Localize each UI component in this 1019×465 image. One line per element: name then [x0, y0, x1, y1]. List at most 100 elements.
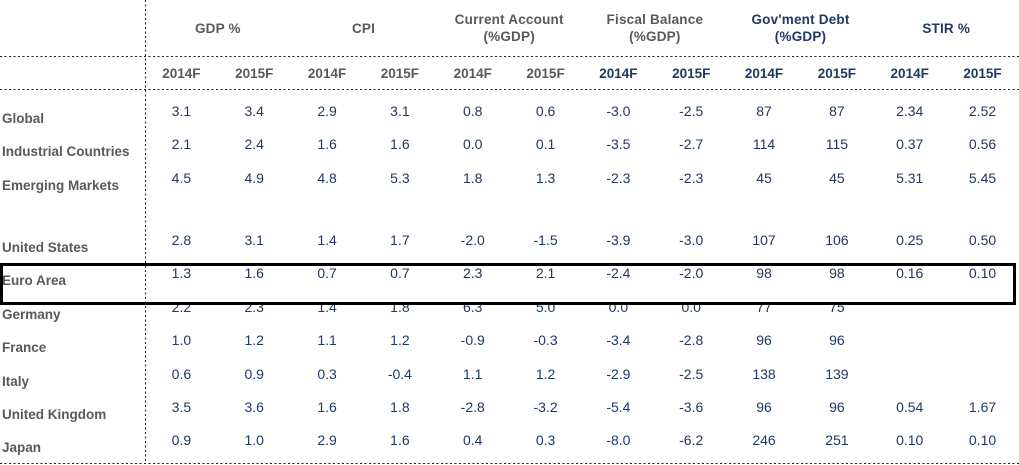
table-cell: 2.9 — [317, 103, 337, 119]
table-cell: 4.9 — [244, 169, 264, 186]
year-header-3-2015f: 2015F — [380, 65, 420, 81]
corner-cell — [0, 0, 145, 56]
table-cell: 87 — [756, 103, 772, 119]
table-cell: 1.2 — [390, 332, 410, 349]
table-cell — [509, 190, 582, 219]
spacer-row — [0, 190, 1019, 219]
table-cell: 3.1 — [390, 103, 410, 119]
row-label: United Kingdom — [2, 406, 107, 422]
table-cell: 5.45 — [968, 169, 997, 186]
table-cell: 1.4 — [317, 298, 337, 315]
table-cell: 0.4 — [462, 432, 483, 449]
table-cell — [800, 190, 873, 219]
table-row-germany: Germany 2.2 2.3 1.4 1.8 6.3 5.0 0.0 0.0 77 75 — [0, 286, 1019, 322]
table-cell: 1.0 — [171, 332, 192, 349]
table-cell: 1.8 — [390, 398, 410, 415]
header-line: Fiscal Balance — [606, 12, 704, 27]
table-cell: 2.3 — [462, 265, 483, 282]
table-cell: -3.6 — [679, 398, 704, 415]
header-line: GDP % — [194, 20, 241, 36]
table-cell: 0.7 — [390, 265, 410, 282]
table-row-italy: Italy 0.6 0.9 0.3 -0.4 1.1 1.2 -2.9 -2.5 138 139 — [0, 353, 1019, 389]
column-group-header-cpi: CPI — [291, 0, 437, 56]
header-line: (%GDP) — [774, 29, 827, 44]
table-cell: 1.6 — [390, 136, 410, 153]
table-cell: 106 — [825, 231, 849, 248]
table-cell: 3.4 — [244, 103, 264, 119]
row-label: Japan — [2, 440, 42, 456]
header-line: Current Account — [454, 12, 564, 27]
table-cell: 1.3 — [171, 265, 192, 282]
table-cell: 0.25 — [896, 231, 924, 248]
table-cell: -2.3 — [679, 169, 704, 186]
table-cell — [363, 190, 436, 219]
table-cell: 1.1 — [462, 365, 483, 382]
table-cell: 0.16 — [896, 265, 924, 282]
table-cell: 1.0 — [244, 432, 264, 449]
table-cell: 0.0 — [608, 298, 629, 315]
table-cell: 96 — [756, 398, 772, 415]
corner-cell-years — [0, 57, 145, 89]
table-cell: 2.2 — [171, 298, 192, 315]
table-cell: 3.5 — [171, 398, 192, 415]
table-row-emerging-markets: Emerging Markets 4.5 4.9 4.8 5.3 1.8 1.3 -2.3 -2… — [0, 157, 1019, 193]
table-cell: 87 — [829, 103, 845, 119]
table-cell — [873, 190, 946, 219]
column-group-header-gdp: GDP % — [145, 0, 291, 56]
table-cell — [218, 190, 291, 219]
column-group-header-current-account: Current Account (%GDP) — [436, 0, 582, 56]
table-cell — [946, 319, 1019, 352]
header-line: (%GDP) — [629, 29, 681, 44]
table-cell: 0.8 — [462, 103, 483, 119]
table-cell: 4.5 — [171, 169, 192, 186]
year-header-11-2015f: 2015F — [963, 65, 1002, 81]
table-cell: 0.3 — [317, 365, 337, 382]
table-cell: 0.54 — [896, 398, 924, 415]
table-cell: 0.1 — [535, 136, 556, 153]
year-header-0-2014f: 2014F — [162, 65, 201, 81]
header-line: CPI — [351, 20, 376, 36]
row-label — [0, 190, 145, 219]
table-cell: -0.4 — [387, 365, 412, 382]
table-cell: 2.34 — [896, 103, 924, 119]
table-cell: 3.1 — [171, 103, 192, 119]
table-cell: 0.50 — [968, 231, 997, 248]
table-cell: -2.0 — [679, 265, 704, 282]
table-cell — [582, 190, 655, 219]
year-header-5-2015f: 2015F — [526, 65, 565, 81]
table-cell: 96 — [756, 332, 772, 349]
table-cell: 1.2 — [244, 332, 264, 349]
table-cell: 1.6 — [317, 136, 337, 153]
table-cell: 2.52 — [968, 103, 997, 119]
table-cell — [946, 353, 1019, 386]
table-cell: 4.8 — [317, 169, 337, 186]
row-label: United States — [2, 239, 89, 255]
table-cell: 115 — [825, 136, 849, 153]
table-cell: -2.8 — [679, 332, 704, 349]
table-cell: 0.56 — [968, 136, 997, 153]
table-cell: 77 — [756, 298, 772, 315]
table-cell: 1.7 — [390, 231, 410, 248]
table-cell: -3.4 — [606, 332, 631, 349]
table-cell: 0.37 — [896, 136, 924, 153]
table-cell — [946, 190, 1019, 219]
table-cell: 1.6 — [390, 432, 410, 449]
table-cell — [873, 286, 946, 319]
table-cell: 139 — [825, 365, 849, 382]
table-cell: 96 — [829, 332, 845, 349]
table-cell: 0.10 — [968, 265, 997, 282]
table-cell: 5.31 — [896, 169, 924, 186]
table-body: Global 3.1 3.4 2.9 3.1 0.8 0.6 -3.0 -2.5 87 87 2.34… — [0, 90, 1019, 456]
table-cell: 5.0 — [535, 298, 556, 315]
year-header-9-2015f: 2015F — [817, 65, 856, 81]
year-header-2-2014f: 2014F — [307, 65, 347, 81]
table-cell — [873, 319, 946, 352]
header-divider-bottom — [0, 89, 1019, 90]
header-line: (%GDP) — [483, 29, 535, 44]
table-cell — [145, 190, 218, 219]
table-cell: 1.1 — [317, 332, 337, 349]
table-cell: 1.67 — [968, 398, 997, 415]
header-line: Gov'ment Debt — [751, 12, 850, 27]
table-cell: 0.9 — [171, 432, 192, 449]
table-cell: -0.3 — [533, 332, 558, 349]
